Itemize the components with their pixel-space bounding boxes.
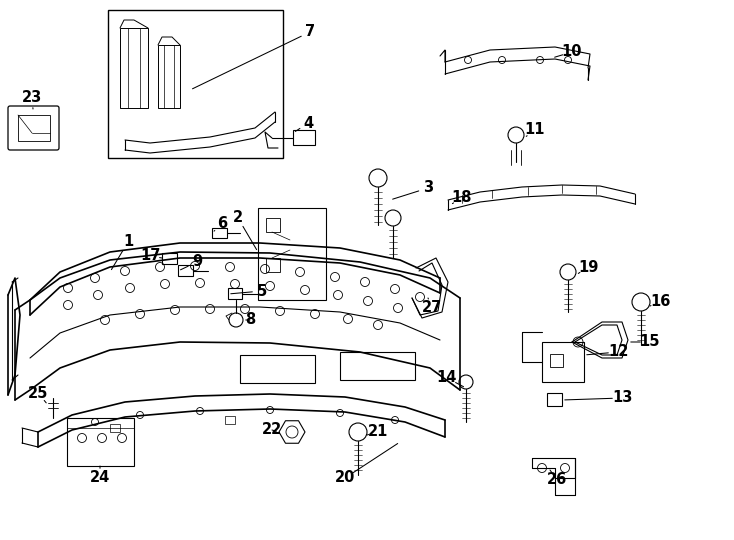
- Bar: [67, 418, 134, 466]
- Text: 25: 25: [28, 386, 48, 401]
- Bar: [266, 218, 280, 232]
- Text: 22: 22: [262, 422, 282, 437]
- Bar: [158, 45, 180, 108]
- Text: 26: 26: [547, 472, 567, 488]
- Text: 24: 24: [90, 470, 110, 485]
- Text: 20: 20: [335, 470, 355, 485]
- Bar: [258, 208, 326, 300]
- Text: 7: 7: [305, 24, 315, 39]
- Text: 2: 2: [233, 211, 243, 226]
- Bar: [542, 342, 584, 382]
- Text: 18: 18: [451, 191, 472, 206]
- Text: 19: 19: [578, 260, 598, 274]
- Bar: [228, 288, 242, 299]
- Text: 21: 21: [368, 424, 388, 440]
- Bar: [340, 352, 415, 380]
- Text: 1: 1: [123, 234, 133, 249]
- Bar: [178, 265, 193, 276]
- Text: 13: 13: [612, 390, 632, 406]
- Text: 3: 3: [423, 180, 433, 195]
- Text: 5: 5: [257, 284, 267, 299]
- Text: 17: 17: [139, 248, 160, 264]
- Bar: [293, 130, 315, 145]
- Bar: [266, 258, 280, 272]
- Text: 12: 12: [608, 345, 628, 360]
- Bar: [162, 253, 177, 264]
- Bar: [547, 393, 562, 406]
- Text: 11: 11: [525, 123, 545, 138]
- Bar: [120, 28, 148, 108]
- Bar: [212, 228, 227, 238]
- Text: 27: 27: [422, 300, 442, 315]
- Bar: [240, 355, 315, 383]
- Text: 6: 6: [217, 217, 227, 232]
- Bar: [110, 424, 120, 432]
- Text: 16: 16: [650, 294, 670, 309]
- Bar: [18, 115, 50, 141]
- Text: 14: 14: [437, 370, 457, 386]
- Bar: [550, 354, 563, 367]
- Text: 23: 23: [22, 91, 42, 105]
- Text: 8: 8: [245, 313, 255, 327]
- Bar: [108, 10, 283, 158]
- Text: 9: 9: [192, 254, 202, 269]
- Text: 15: 15: [640, 334, 661, 349]
- Text: 4: 4: [303, 116, 313, 131]
- Text: 10: 10: [562, 44, 582, 59]
- Bar: [225, 416, 235, 424]
